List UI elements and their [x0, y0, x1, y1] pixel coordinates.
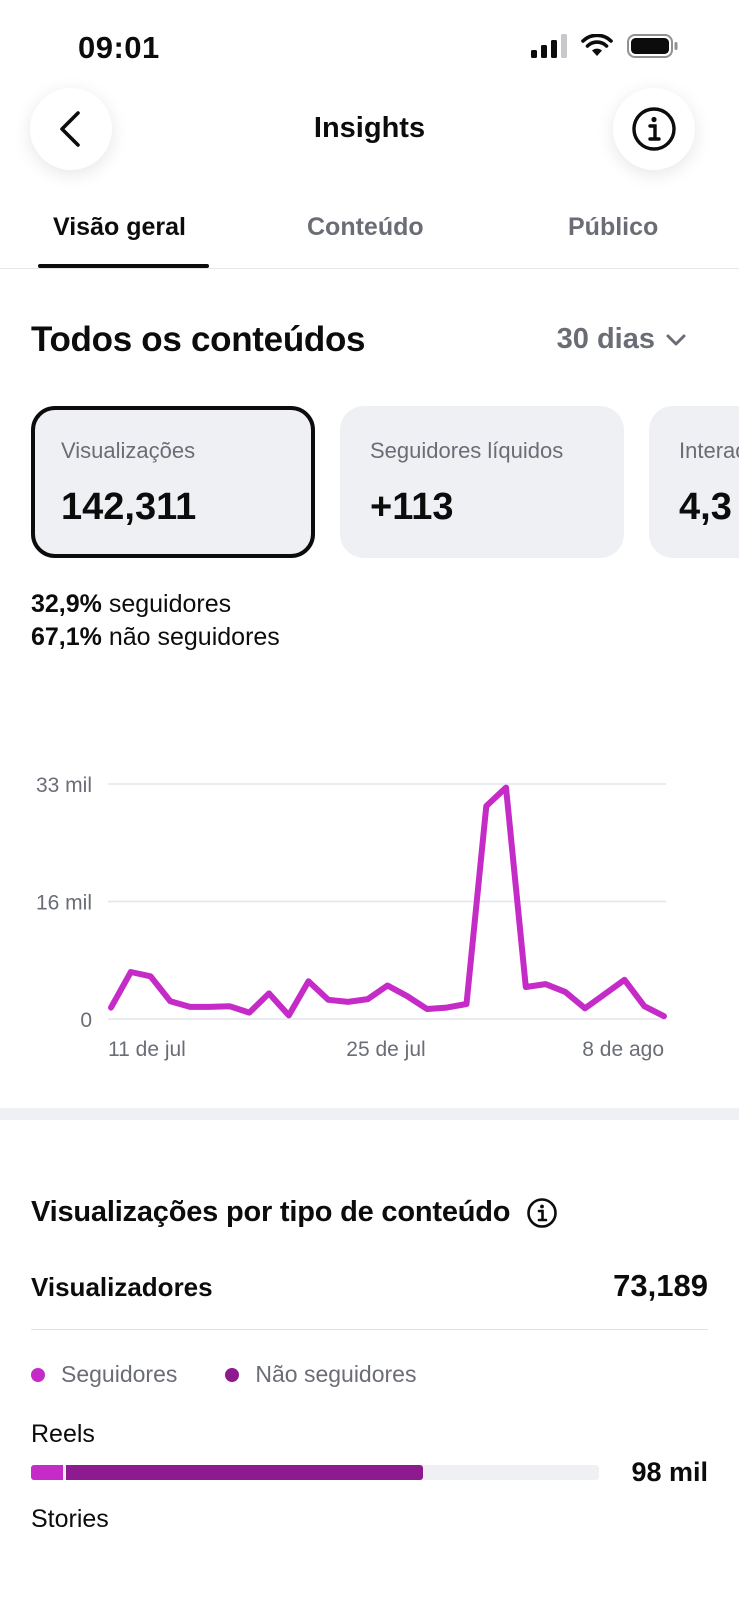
metric-value: 142,311 [61, 486, 197, 528]
wifi-icon [581, 34, 613, 56]
nonfollowers-share-label: não seguidores [108, 623, 280, 651]
x-tick-label: 8 de ago [582, 1038, 664, 1061]
tab-content[interactable]: Conteúdo [307, 213, 424, 241]
info-icon[interactable] [526, 1197, 558, 1229]
date-range-dropdown[interactable]: 30 dias [557, 323, 687, 356]
metric-card-net-followers[interactable]: Seguidores líquidos +113 [340, 406, 624, 558]
nonfollowers-percent: 67,1% [31, 623, 102, 651]
nonfollowers-share: 67,1% não seguidores [31, 621, 280, 654]
date-range-label: 30 dias [556, 323, 655, 355]
page-title: Insights [313, 112, 426, 144]
status-icons [531, 34, 679, 58]
reels-nonfollowers-segment [66, 1465, 423, 1480]
reels-value: 98 mil [631, 1457, 708, 1487]
tab-audience[interactable]: Público [568, 213, 659, 241]
stories-label: Stories [31, 1505, 109, 1533]
y-tick-label: 0 [80, 1009, 92, 1032]
views-line-chart: 33 mil 16 mil 0 11 de jul 25 de jul 8 de ago [0, 760, 739, 1070]
metric-label: Visualizações [61, 438, 196, 463]
cellular-signal-icon [531, 34, 567, 58]
y-tick-label: 16 mil [36, 892, 92, 915]
nav-bar: Insights [0, 88, 739, 178]
section-divider [0, 1108, 739, 1120]
content-type-section-title: Visualizações por tipo de conteúdo [31, 1196, 558, 1229]
battery-icon [627, 34, 678, 58]
info-button[interactable] [613, 88, 695, 170]
tab-bar: Visão geral Conteúdo Público [0, 205, 739, 269]
metric-value: +113 [370, 486, 454, 528]
y-tick-label: 33 mil [36, 774, 92, 797]
x-tick-label: 25 de jul [346, 1038, 425, 1061]
nonfollowers-dot [225, 1367, 240, 1382]
chart-legend: Seguidores Não seguidores [31, 1361, 416, 1388]
metric-card-views[interactable]: Visualizações 142,311 [31, 406, 315, 558]
reels-label: Reels [31, 1420, 95, 1448]
views-series-line [108, 784, 667, 1020]
legend-label: Seguidores [61, 1361, 178, 1387]
followers-share-label: seguidores [108, 590, 232, 618]
x-tick-label: 11 de jul [108, 1038, 186, 1061]
followers-dot [31, 1367, 45, 1382]
reels-followers-segment [31, 1465, 64, 1480]
section-title: Todos os conteúdos [31, 320, 366, 359]
chevron-down-icon [666, 334, 686, 345]
reels-bar [31, 1465, 599, 1480]
viewers-value: 73,189 [613, 1268, 708, 1303]
divider [31, 1329, 708, 1330]
status-bar: 09:01 [0, 0, 739, 90]
metric-value: 4,3 [679, 486, 732, 528]
legend-item-nonfollowers: Não seguidores [225, 1361, 416, 1388]
back-button[interactable] [30, 88, 112, 170]
status-time: 09:01 [78, 30, 160, 65]
viewers-label: Visualizadores [31, 1272, 213, 1302]
active-tab-indicator [38, 264, 209, 268]
audience-split: 32,9% seguidores 67,1% não seguidores [31, 588, 280, 654]
content-type-title: Visualizações por tipo de conteúdo [31, 1196, 511, 1228]
info-icon [632, 107, 676, 151]
metric-card-interactions[interactable]: Interações 4,3 [649, 406, 739, 558]
metric-label: Seguidores líquidos [370, 438, 564, 463]
chevron-left-icon [60, 111, 80, 147]
chart-svg: 33 mil 16 mil 0 11 de jul 25 de jul 8 de ago [36, 774, 667, 1061]
legend-label: Não seguidores [255, 1361, 417, 1387]
tab-overview[interactable]: Visão geral [53, 213, 186, 241]
followers-percent: 32,9% [31, 590, 102, 618]
metric-label: Interações [679, 438, 739, 463]
legend-item-followers: Seguidores [31, 1361, 177, 1388]
followers-share: 32,9% seguidores [31, 588, 280, 621]
